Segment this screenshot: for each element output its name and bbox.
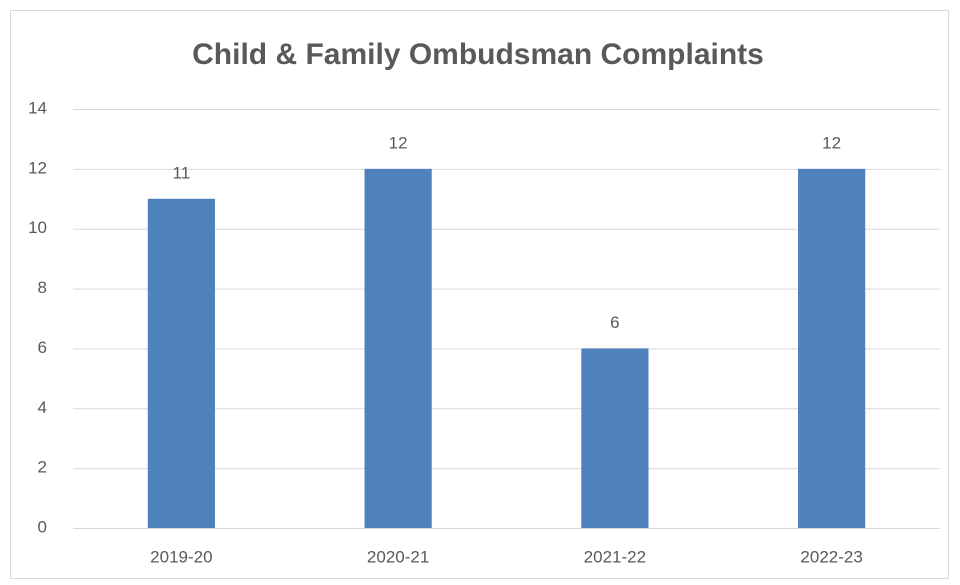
x-tick-label: 2020-21 (367, 547, 429, 566)
y-tick-label: 8 (38, 278, 47, 297)
y-tick-label: 14 (28, 98, 47, 117)
x-tick-label: 2022-23 (800, 547, 862, 566)
bar (798, 168, 866, 528)
y-tick-label: 0 (38, 517, 47, 536)
chart-title: Child & Family Ombudsman Complaints (192, 38, 764, 71)
y-tick-label: 10 (28, 218, 47, 237)
data-label: 6 (610, 313, 619, 332)
data-label: 11 (173, 163, 191, 182)
data-label: 12 (389, 133, 408, 152)
x-tick-label: 2021-22 (584, 547, 646, 566)
y-tick-label: 4 (38, 398, 47, 417)
y-tick-label: 12 (28, 158, 47, 177)
x-tick-label: 2019-20 (150, 547, 212, 566)
bar (581, 348, 649, 528)
y-tick-label: 6 (38, 338, 47, 357)
bar (147, 198, 215, 529)
data-label: 12 (822, 133, 841, 152)
bar (364, 168, 432, 528)
y-tick-label: 2 (38, 458, 47, 477)
